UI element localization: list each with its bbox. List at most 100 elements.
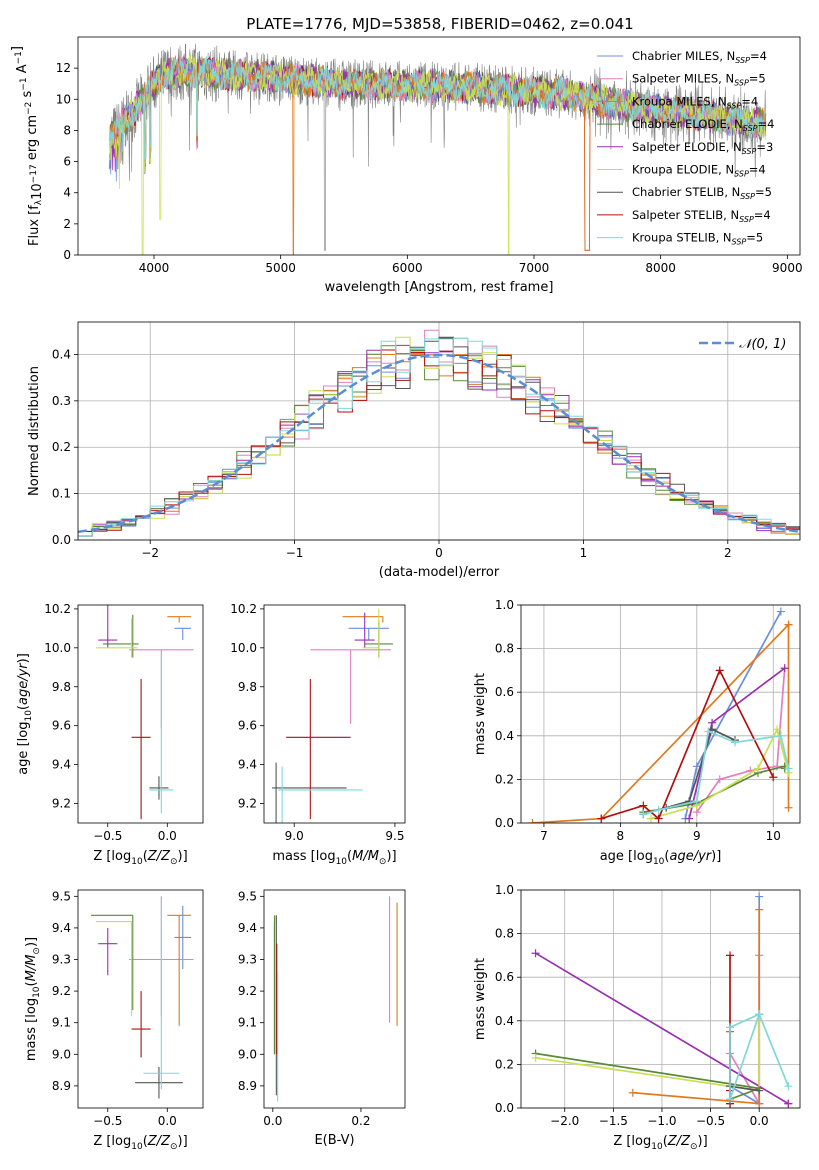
y-axis-label-part: ( xyxy=(16,705,31,710)
mass-weight-line xyxy=(532,622,790,823)
mass-weight-line xyxy=(729,1011,790,1100)
y-axis-label-part: −2 xyxy=(24,102,34,115)
plot-area-age_vs_Z xyxy=(95,605,194,820)
plot-area-mass_vs_Z xyxy=(91,896,194,1099)
mass-weight-line xyxy=(650,726,790,820)
data-point-marker xyxy=(528,819,537,823)
y-tick-label: 9.6 xyxy=(52,719,71,733)
x-tick-label: 4000 xyxy=(139,261,170,275)
y-tick-label: 0 xyxy=(63,248,71,262)
data-point-marker xyxy=(692,797,701,806)
y-tick-label: 10 xyxy=(56,92,71,106)
y-tick-label: 0.6 xyxy=(495,970,514,984)
x-tick-label: −0.5 xyxy=(93,829,122,843)
x-tick-label: 0 xyxy=(435,546,443,560)
y-tick-label: 10.0 xyxy=(230,641,257,655)
data-point-marker xyxy=(773,725,782,734)
x-axis-label-part: 10 xyxy=(131,1142,143,1152)
legend-nssp: =4 xyxy=(741,94,758,108)
y-axis-label-part: s xyxy=(20,90,35,101)
y-tick-label: 10.2 xyxy=(44,602,71,616)
x-axis-label-part: ( xyxy=(664,849,669,864)
y-tick-label: 9.2 xyxy=(238,797,257,811)
legend-subscript: SSP xyxy=(732,238,747,247)
legend-entry: Salpeter MILES, NSSP=5 xyxy=(632,72,766,88)
legend-entry: Chabrier MILES, NSSP=4 xyxy=(632,49,767,65)
x-axis-label: age [log10(age/yr)] xyxy=(600,849,722,867)
y-axis-label-part: erg cm xyxy=(25,115,40,164)
mass-weight-line xyxy=(535,952,789,1105)
x-axis-label-part: mass [log xyxy=(272,849,335,864)
y-axis-label-part: A xyxy=(15,64,30,77)
y-tick-label: 0.3 xyxy=(52,394,71,408)
x-axis-label: E(B-V) xyxy=(314,1133,354,1148)
legend-nssp: =5 xyxy=(749,72,766,86)
y-tick-label: 0.0 xyxy=(495,1101,514,1115)
data-point-marker xyxy=(704,727,713,736)
y-axis-label-part: M/M xyxy=(24,955,39,982)
legend-model-name: Salpeter ELODIE, N xyxy=(632,140,742,154)
plot-layer: 4000 5000 6000 7000 8000 9000024681012wavelen… xyxy=(10,36,803,1152)
y-axis-label-part: ( xyxy=(24,981,39,986)
x-tick-label: 8000 xyxy=(645,261,676,275)
legend-nssp: =4 xyxy=(750,49,767,63)
x-axis-label-part: )] xyxy=(711,849,721,864)
x-tick-label: 7 xyxy=(540,829,548,843)
y-axis-label-part: −1 xyxy=(19,77,29,90)
legend-entry: Kroupa ELODIE, NSSP=4 xyxy=(632,163,766,179)
x-tick-label: 1 xyxy=(580,546,588,560)
data-point-marker xyxy=(715,666,724,675)
axes-mass_vs_ebv: 0.0 0.2 8.9 9.0 9.1 9.2 9.3 9.4 9.5 E(B-V) xyxy=(238,889,406,1148)
y-axis-label-part: −17 xyxy=(29,164,39,183)
legend: Chabrier MILES, NSSP=4 Salpeter MILES, NS… xyxy=(597,49,774,247)
y-tick-label: 9.6 xyxy=(238,719,257,733)
y-axis-label-part: mass [log xyxy=(24,998,39,1061)
data-point-marker xyxy=(726,951,735,960)
y-tick-label: 9.5 xyxy=(238,889,257,903)
x-axis-label-part: ( xyxy=(143,849,148,864)
y-tick-label: 0.8 xyxy=(495,642,514,656)
x-tick-label: −0.5 xyxy=(696,1114,725,1128)
data-point-marker xyxy=(755,1099,764,1108)
x-axis-label-part: )] xyxy=(386,849,396,864)
legend-entry: Chabrier STELIB, NSSP=5 xyxy=(632,185,772,201)
data-point-marker xyxy=(755,1086,764,1095)
legend-entry: Salpeter STELIB, NSSP=4 xyxy=(632,208,771,224)
data-point-marker xyxy=(726,1023,735,1032)
y-axis-label: mass [log10(M/M⊙)] xyxy=(24,937,42,1061)
y-tick-label: 0.0 xyxy=(52,533,71,547)
x-tick-label: 0.2 xyxy=(351,1114,370,1128)
y-tick-label: 9.3 xyxy=(238,953,257,967)
legend-model-name: Kroupa MILES, N xyxy=(632,94,727,108)
y-tick-label: 0.4 xyxy=(52,347,71,361)
legend-nssp: =5 xyxy=(755,185,772,199)
x-tick-label: 9.5 xyxy=(385,829,404,843)
legend-entry: Kroupa STELIB, NSSP=5 xyxy=(632,231,763,247)
data-point-marker xyxy=(784,1099,793,1108)
y-axis-label-part: ⊙ xyxy=(32,947,42,955)
data-point-marker xyxy=(784,620,793,629)
axes-frame xyxy=(77,604,204,824)
data-point-marker xyxy=(685,814,694,823)
x-axis-label-part: age/yr xyxy=(669,849,712,864)
x-tick-label: −1.0 xyxy=(647,1114,676,1128)
y-axis-label-part: −1 xyxy=(14,51,24,64)
y-axis-label-part: Flux [f xyxy=(27,205,42,246)
y-tick-label: 0.2 xyxy=(495,772,514,786)
legend-model-name: Kroupa ELODIE, N xyxy=(632,163,734,177)
x-tick-label: −1.5 xyxy=(599,1114,628,1128)
y-axis-label-part: age [ xyxy=(16,741,31,774)
y-tick-label: 6 xyxy=(63,155,71,169)
legend-subscript: SSP xyxy=(727,101,742,110)
legend-subscript: SSP xyxy=(742,147,757,156)
plot-area-weight_vs_age xyxy=(528,607,793,823)
data-point-marker xyxy=(726,1095,735,1104)
x-axis-label-part: ( xyxy=(347,849,352,864)
x-axis-label-part: Z/Z xyxy=(667,1134,691,1149)
axes-spectrum: 4000 5000 6000 7000 8000 9000 0 2 4 6 8 10 12 wavelen… xyxy=(10,36,803,295)
residual-histogram-line xyxy=(78,336,800,535)
y-tick-label: 4 xyxy=(63,186,71,200)
axes-weight_vs_age: 7 8 9 10 0.0 0.2 0.4 0.6 0.8 1.0 mass weight age [l… xyxy=(473,598,801,867)
y-tick-label: 9.4 xyxy=(52,921,71,935)
